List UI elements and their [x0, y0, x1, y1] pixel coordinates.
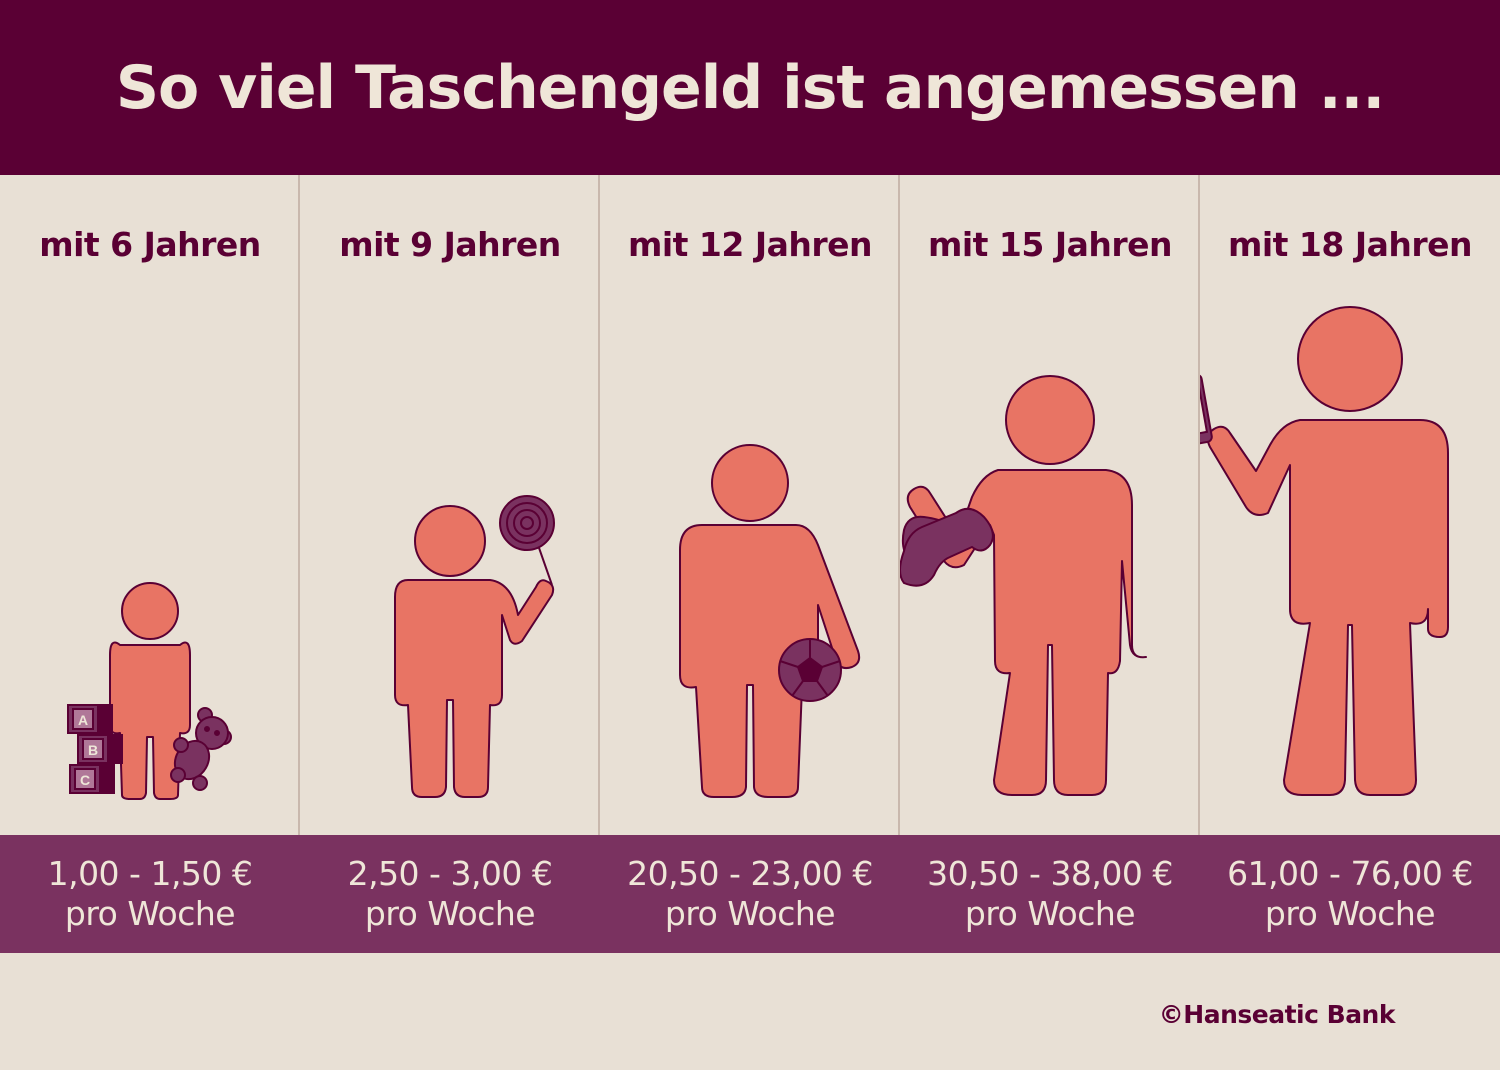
child-figure-age-12	[679, 444, 861, 798]
person-icon	[679, 444, 861, 798]
price-amount: 1,00 - 1,50 €	[47, 854, 253, 893]
age-label: mit 18 Jahren	[1227, 225, 1473, 264]
price-unit: pro Woche	[364, 894, 536, 933]
block-letter-b: B	[88, 742, 98, 758]
teddy-bear-icon	[170, 707, 232, 791]
price-band: 61,00 - 76,00 € pro Woche	[1200, 835, 1500, 953]
price-amount: 30,50 - 38,00 €	[927, 854, 1173, 893]
person-icon	[394, 505, 555, 798]
age-columns: mit 6 Jahren A B C	[0, 175, 1500, 953]
block-letter-a: A	[78, 712, 88, 728]
person-icon	[906, 375, 1147, 796]
block-letter-c: C	[80, 772, 90, 788]
lollipop-icon	[499, 495, 555, 586]
column-age-6: mit 6 Jahren A B C	[0, 175, 300, 953]
soccer-ball-icon	[778, 638, 842, 702]
page-title: So viel Taschengeld ist angemessen ...	[115, 52, 1385, 123]
price-band: 1,00 - 1,50 € pro Woche	[0, 835, 300, 953]
column-divider	[298, 175, 300, 953]
price-band: 2,50 - 3,00 € pro Woche	[300, 835, 600, 953]
price-unit: pro Woche	[1264, 894, 1436, 933]
price-amount: 20,50 - 23,00 €	[627, 854, 873, 893]
price-amount: 2,50 - 3,00 €	[347, 854, 553, 893]
price-unit: pro Woche	[64, 894, 236, 933]
age-label: mit 6 Jahren	[39, 225, 261, 264]
price-unit: pro Woche	[664, 894, 836, 933]
header-banner: So viel Taschengeld ist angemessen ...	[0, 0, 1500, 175]
column-age-12: mit 12 Jahren 20,50 - 23,00 € pro Woche	[600, 175, 900, 953]
price-band: 30,50 - 38,00 € pro Woche	[900, 835, 1200, 953]
teen-figure-age-15	[900, 375, 1147, 796]
column-age-15: mit 15 Jahren 30,50 - 38,00 € pro Woche	[900, 175, 1200, 953]
column-divider	[1198, 175, 1200, 953]
age-label: mit 9 Jahren	[339, 225, 561, 264]
smartphone-icon	[1200, 373, 1213, 449]
abc-blocks-icon	[67, 704, 123, 794]
person-icon	[1206, 306, 1449, 796]
column-age-9: mit 9 Jahren 2,50 - 3,00 € pro Woche	[300, 175, 600, 953]
column-age-18: mit 18 Jahren 61,00 - 76,00 € pro Woche	[1200, 175, 1500, 953]
child-figure-age-9	[394, 495, 555, 798]
adult-figure-age-18	[1200, 306, 1449, 796]
age-label: mit 12 Jahren	[627, 225, 873, 264]
price-unit: pro Woche	[964, 894, 1136, 933]
column-divider	[598, 175, 600, 953]
gamepad-icon	[900, 507, 994, 587]
child-figure-age-6: A B C	[67, 582, 232, 800]
price-amount: 61,00 - 76,00 €	[1227, 854, 1473, 893]
age-label: mit 15 Jahren	[927, 225, 1173, 264]
column-divider	[898, 175, 900, 953]
copyright-notice: ©Hanseatic Bank	[1158, 1000, 1396, 1029]
price-band: 20,50 - 23,00 € pro Woche	[600, 835, 900, 953]
